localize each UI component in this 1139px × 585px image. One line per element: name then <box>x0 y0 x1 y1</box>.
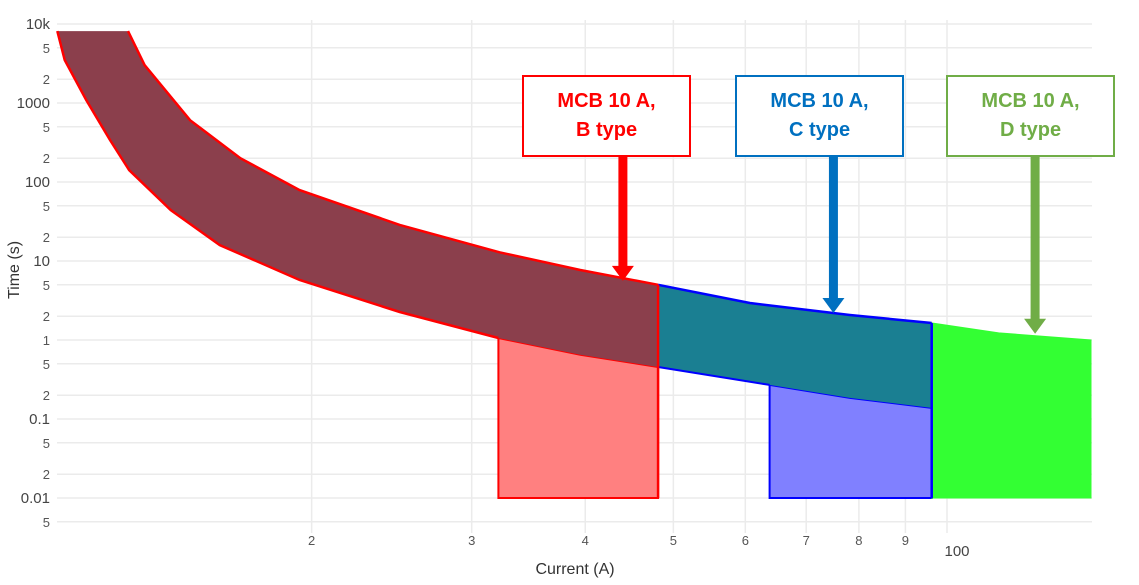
y-axis-title: Time (s) <box>6 241 23 299</box>
y-tick-labels: 10k 5 2 1000 5 2 100 5 2 10 5 2 1 5 2 0.1 5 2 0.01 5 <box>17 16 51 530</box>
y-tick-label: 0.01 <box>21 490 50 507</box>
b-type-band <box>57 31 659 367</box>
y-tick-label: 2 <box>43 309 50 324</box>
y-tick-label: 5 <box>43 41 50 56</box>
x-tick-label: 4 <box>582 533 589 548</box>
annotation-b-type: MCB 10 A, B type <box>522 75 691 157</box>
annotation-c-line2: C type <box>788 119 851 141</box>
y-tick-label: 5 <box>43 357 50 372</box>
annotation-d-type: MCB 10 A, D type <box>946 75 1115 157</box>
annotation-arrow-shaft <box>1030 157 1040 320</box>
x-tick-label: 7 <box>803 533 810 548</box>
x-tick-label: 8 <box>855 533 862 548</box>
x-tick-label: 100 <box>944 543 969 560</box>
annotation-b-line2: B type <box>575 119 638 141</box>
x-axis-title: Current (A) <box>535 561 614 578</box>
x-tick-label: 3 <box>468 533 475 548</box>
y-tick-label: 5 <box>43 199 50 214</box>
y-tick-label: 2 <box>43 230 50 245</box>
annotation-c-line1: MCB 10 A, <box>770 90 869 112</box>
annotation-arrow-head <box>1024 318 1047 334</box>
annotation-arrow-head <box>611 265 634 281</box>
b-type-instantaneous-region <box>497 336 660 499</box>
y-tick-label: 2 <box>43 467 50 482</box>
annotation-d-line2: D type <box>999 119 1062 141</box>
y-tick-label: 100 <box>25 174 50 191</box>
y-tick-label: 2 <box>43 72 50 87</box>
c-type-upper-line <box>657 283 932 325</box>
x-tick-label: 2 <box>308 533 315 548</box>
x-tick-label: 9 <box>902 533 909 548</box>
y-tick-label: 5 <box>43 515 50 530</box>
y-tick-label: 0.1 <box>29 411 50 428</box>
y-tick-label: 1000 <box>17 95 50 112</box>
d-type-region <box>931 322 1092 499</box>
x-tick-label: 6 <box>742 533 749 548</box>
x-tick-labels: 2 3 4 5 6 7 8 9 100 <box>308 533 969 560</box>
x-tick-label: 5 <box>670 533 677 548</box>
annotation-c-type: MCB 10 A, C type <box>735 75 904 157</box>
y-tick-label: 5 <box>43 436 50 451</box>
annotation-arrow-head <box>822 297 845 313</box>
regions <box>56 30 1092 499</box>
y-tick-label: 2 <box>43 388 50 403</box>
annotation-arrow-shaft <box>828 157 838 299</box>
b-type-lower-line <box>56 30 499 340</box>
b-type-upper-line <box>126 30 659 287</box>
annotation-arrows <box>611 157 1047 334</box>
annotation-b-line1: MCB 10 A, <box>557 90 656 112</box>
y-tick-label: 5 <box>43 278 50 293</box>
annotation-d-line1: MCB 10 A, <box>981 90 1080 112</box>
y-tick-label: 1 <box>43 333 50 348</box>
c-type-lower-line <box>657 366 770 386</box>
annotation-arrow-shaft <box>618 157 628 267</box>
y-tick-label: 5 <box>43 120 50 135</box>
y-tick-label: 10 <box>33 253 50 270</box>
y-tick-label: 2 <box>43 151 50 166</box>
y-tick-label: 10k <box>26 16 51 33</box>
